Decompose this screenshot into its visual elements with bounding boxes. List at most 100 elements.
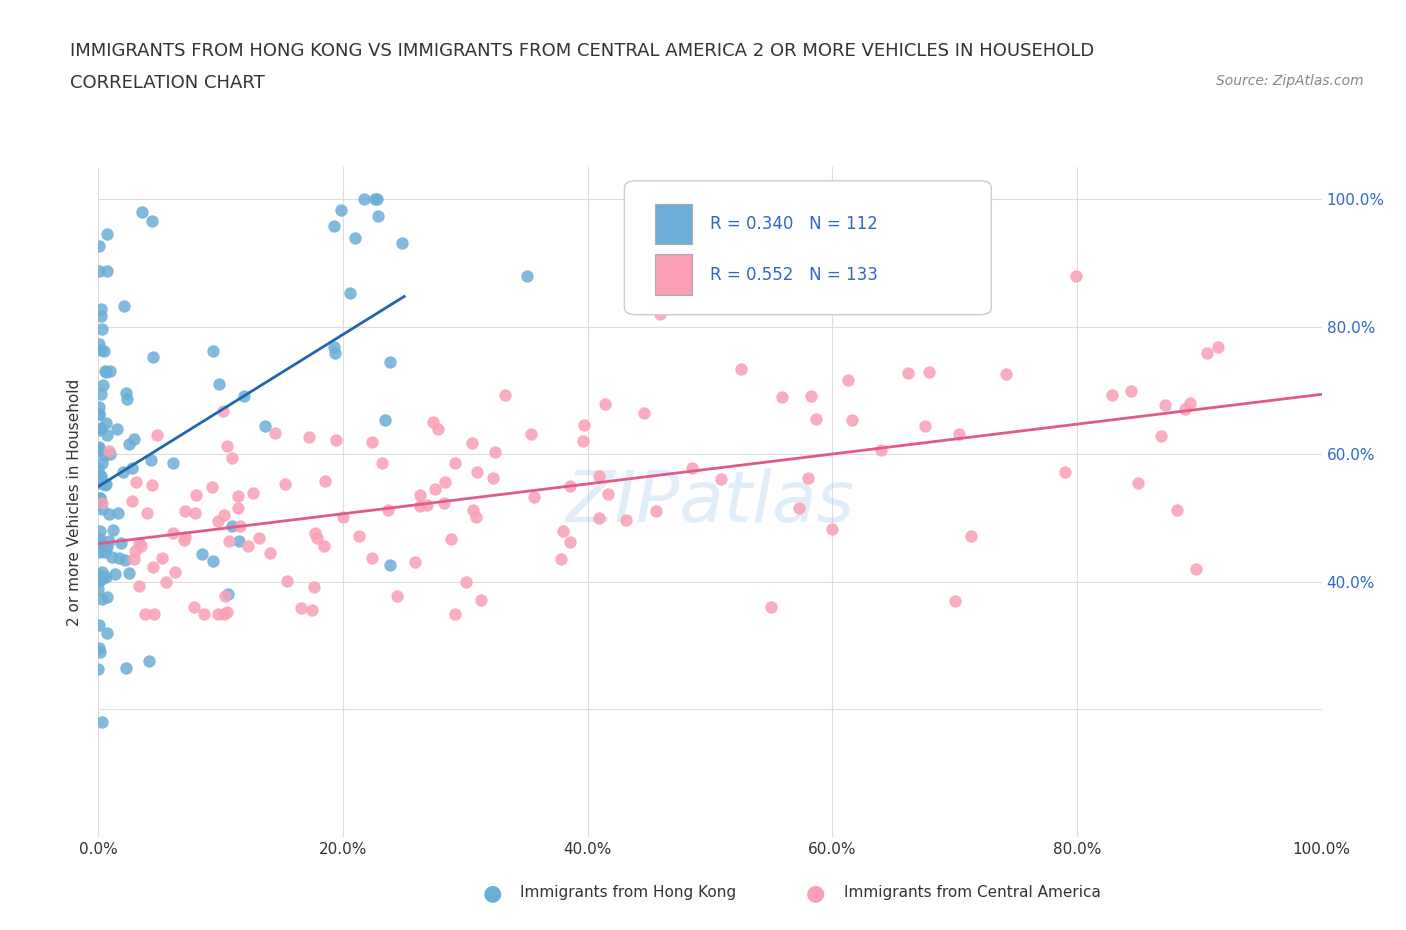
Point (221, 450, 243, 465)
Point (408, 487, 430, 502)
Point (461, 435, 484, 450)
Point (136, 506, 159, 521)
Point (94, 416, 117, 431)
Point (645, 503, 668, 518)
Point (91, 322, 114, 337)
Text: Immigrants from Hong Kong: Immigrants from Hong Kong (520, 885, 737, 900)
Point (404, 554, 426, 569)
Point (481, 471, 503, 485)
Point (1195, 346, 1218, 361)
Point (115, 660, 138, 675)
Point (444, 455, 467, 470)
Point (139, 453, 162, 468)
Point (377, 502, 399, 517)
Point (1174, 401, 1197, 416)
Point (94, 544, 117, 559)
Point (87, 442, 110, 457)
Point (98, 446, 121, 461)
Text: CORRELATION CHART: CORRELATION CHART (70, 74, 266, 92)
Point (217, 438, 239, 453)
Point (391, 236, 413, 251)
Point (1153, 398, 1175, 413)
Point (423, 482, 446, 497)
Point (87, 533, 110, 548)
Point (218, 534, 240, 549)
Point (495, 388, 517, 403)
Point (298, 430, 321, 445)
Bar (655, 255, 692, 295)
Point (87, 439, 110, 454)
Point (648, 307, 671, 322)
Point (105, 421, 128, 436)
Point (416, 498, 439, 512)
Point (314, 538, 336, 553)
Point (87, 238, 110, 253)
Point (596, 486, 619, 501)
Point (560, 535, 582, 550)
Point (90, 572, 112, 587)
Point (94, 477, 117, 492)
Point (380, 558, 402, 573)
Point (87, 406, 110, 421)
Point (588, 469, 610, 484)
Point (90, 472, 112, 487)
Point (91, 378, 114, 392)
Point (948, 427, 970, 442)
Point (138, 654, 160, 669)
Point (520, 427, 543, 442)
Point (89, 644, 111, 659)
Point (94, 447, 117, 462)
Point (226, 501, 249, 516)
Point (614, 512, 637, 527)
Text: IMMIGRANTS FROM HONG KONG VS IMMIGRANTS FROM CENTRAL AMERICA 2 OR MORE VEHICLES : IMMIGRANTS FROM HONG KONG VS IMMIGRANTS … (70, 42, 1094, 60)
Point (454, 574, 477, 589)
Point (409, 498, 432, 513)
FancyBboxPatch shape (624, 180, 991, 314)
Point (100, 550, 122, 565)
Point (1178, 395, 1201, 410)
Bar (655, 205, 692, 245)
Point (422, 415, 444, 430)
Point (461, 502, 484, 517)
Point (104, 566, 127, 581)
Point (433, 496, 456, 511)
Point (90, 469, 112, 484)
Point (325, 432, 347, 447)
Point (796, 471, 818, 485)
Point (553, 524, 575, 538)
Point (124, 544, 146, 559)
Point (91, 496, 114, 511)
Point (330, 203, 353, 218)
Point (87, 537, 110, 551)
Point (274, 477, 297, 492)
Y-axis label: 2 or more Vehicles in Household: 2 or more Vehicles in Household (67, 379, 83, 626)
Point (90, 420, 112, 435)
Point (89, 495, 111, 510)
Point (914, 418, 936, 433)
Point (87, 640, 110, 655)
Point (155, 575, 177, 590)
Point (146, 428, 169, 443)
Point (558, 479, 581, 494)
Point (1053, 465, 1076, 480)
Point (118, 565, 141, 580)
Point (89, 406, 111, 421)
Point (96, 590, 118, 604)
Point (173, 532, 195, 547)
Point (91, 501, 114, 516)
Point (787, 500, 810, 515)
Point (89, 491, 111, 506)
Point (89, 573, 111, 588)
Point (87, 263, 110, 278)
Point (94, 477, 117, 492)
Point (207, 513, 229, 528)
Point (837, 372, 859, 387)
Point (761, 600, 783, 615)
Point (96, 539, 118, 554)
Point (87, 582, 110, 597)
Point (89, 532, 111, 547)
Point (221, 518, 243, 533)
Point (121, 460, 143, 475)
Point (191, 546, 214, 561)
Point (572, 433, 595, 448)
